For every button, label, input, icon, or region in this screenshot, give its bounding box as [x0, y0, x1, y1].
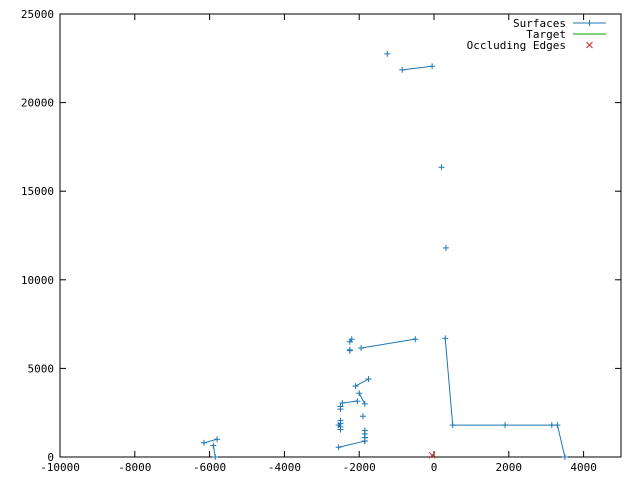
data-point [554, 422, 561, 429]
legend-entry: Surfaces [513, 17, 606, 30]
data-point [356, 390, 363, 397]
x-tick-label: -8000 [118, 461, 151, 474]
series-line [203, 438, 218, 444]
occluding-edge-point [586, 41, 593, 49]
data-point [502, 422, 509, 429]
series-line [358, 392, 366, 405]
y-axis: 0 5000 10000 15000 20000 25000 [21, 8, 621, 464]
data-point [335, 444, 342, 451]
x-tick-label: -10000 [40, 461, 80, 474]
series-line [402, 65, 433, 71]
series-line [355, 378, 369, 387]
data-point [442, 335, 449, 342]
data-point [346, 347, 353, 354]
data-point [361, 438, 368, 445]
series-line [444, 338, 566, 458]
data-point [399, 66, 406, 73]
x-tick-label: 0 [431, 461, 438, 474]
data-point [352, 383, 359, 390]
y-tick-label: 20000 [21, 97, 54, 110]
legend-entry: Target [526, 28, 606, 41]
series-line [338, 440, 365, 448]
legend-entry: Occluding Edges [467, 39, 593, 52]
x-tick-label: -4000 [268, 461, 301, 474]
data-point [384, 50, 391, 57]
data-point [548, 422, 555, 429]
data-point [429, 63, 436, 70]
legend-label: Surfaces [513, 17, 566, 30]
occluding-edge-point [428, 451, 436, 459]
data-point [361, 400, 368, 407]
x-axis: -10000 -8000 -6000 -4000 -2000 0 2000 4000 [40, 14, 597, 474]
y-tick-label: 0 [47, 451, 54, 464]
legend-label: Occluding Edges [467, 39, 566, 52]
data-point [365, 376, 372, 383]
series-line [360, 338, 416, 349]
y-tick-label: 15000 [21, 185, 54, 198]
y-tick-label: 5000 [28, 362, 55, 375]
data-point [339, 399, 346, 406]
data-point [358, 345, 365, 352]
data-point [337, 423, 344, 430]
x-tick-label: 2000 [496, 461, 523, 474]
plot-frame [59, 13, 622, 458]
x-tick-label: -2000 [343, 461, 376, 474]
x-tick-label: 4000 [570, 461, 597, 474]
data-point [210, 442, 217, 449]
series-layer [200, 50, 568, 460]
y-tick-label: 10000 [21, 274, 54, 287]
legend-label: Target [526, 28, 566, 41]
series-occluding-edges [428, 451, 436, 459]
y-tick-label: 25000 [21, 8, 54, 21]
data-point [438, 164, 445, 171]
data-point [561, 454, 568, 460]
data-point [337, 406, 344, 413]
data-point [348, 336, 355, 343]
data-point [586, 20, 593, 26]
data-point [359, 413, 366, 420]
data-point [449, 422, 456, 429]
data-point [354, 398, 361, 405]
data-point [214, 436, 221, 443]
data-point [200, 439, 207, 446]
series-surfaces [200, 50, 568, 460]
x-tick-label: -6000 [193, 461, 226, 474]
data-point [412, 336, 419, 343]
data-point [212, 454, 219, 460]
data-point [442, 244, 449, 251]
